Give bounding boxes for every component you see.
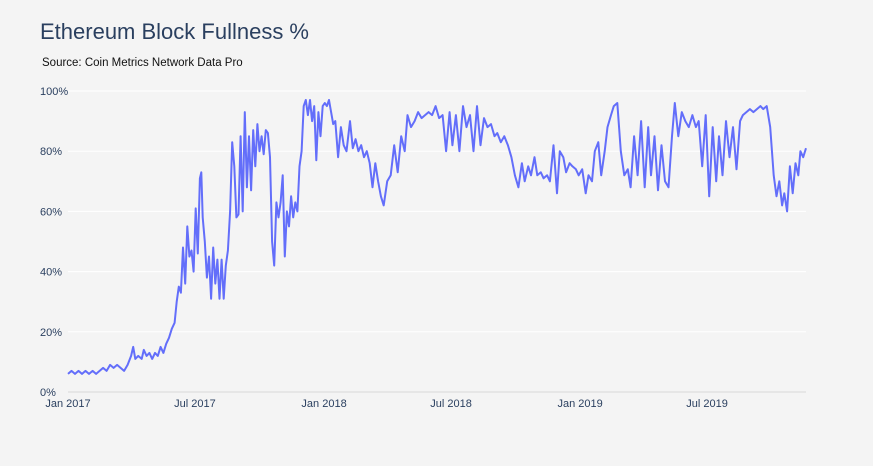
x-tick-label: Jul 2018: [430, 398, 472, 410]
x-tick-label: Jul 2019: [686, 398, 728, 410]
x-axis-ticks: Jan 2017 Jul 2017 Jan 2018 Jul 2018 Jan 2019…: [45, 398, 728, 410]
y-tick-label: 40%: [40, 267, 62, 279]
series-layer: [67, 99, 807, 375]
y-tick-label: 100%: [40, 86, 68, 98]
x-tick-label: Jan 2017: [45, 398, 90, 410]
y-tick-label: 60%: [40, 206, 62, 218]
y-axis-ticks: 0% 20% 40% 60% 80% 100%: [40, 86, 68, 399]
series-line: [67, 99, 807, 375]
gridlines: [68, 90, 806, 393]
y-tick-label: 0%: [40, 387, 56, 399]
x-tick-label: Jul 2017: [174, 398, 216, 410]
y-tick-label: 80%: [40, 146, 62, 158]
x-tick-label: Jan 2018: [301, 398, 346, 410]
x-tick-label: Jan 2019: [557, 398, 602, 410]
chart-subtitle: Source: Coin Metrics Network Data Pro: [42, 57, 243, 69]
y-tick-label: 20%: [40, 327, 62, 339]
chart-title: Ethereum Block Fullness %: [40, 19, 309, 44]
